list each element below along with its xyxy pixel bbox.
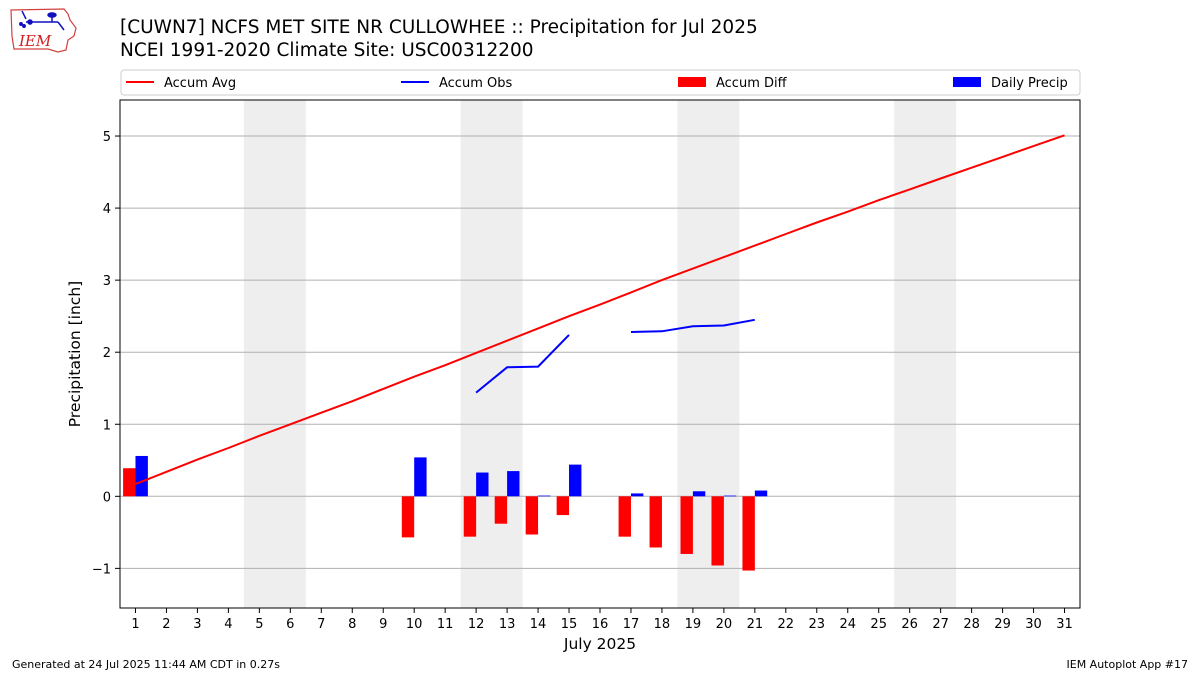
x-tick-label: 12 [468,617,485,632]
x-tick-label: 3 [193,617,201,632]
line-accum-obs [475,334,570,394]
x-tick-label: 9 [379,617,387,632]
x-tick-label: 6 [286,617,294,632]
bar-accum-diff [618,496,631,537]
x-tick-label: 2 [162,617,170,632]
bar-accum-diff [401,496,415,538]
bar-daily-precip [476,472,489,497]
x-tick-label: 23 [809,617,826,632]
y-tick-label: 1 [103,418,111,433]
bar-daily-precip [414,457,427,497]
legend-swatch-accum-diff [678,77,706,87]
app-label: IEM Autoplot App #17 [1066,658,1189,671]
x-axis-label: July 2025 [563,635,636,653]
bar-daily-precip [630,493,644,497]
x-tick-label: 20 [716,617,733,632]
legend-swatch-daily-precip [953,77,981,87]
iowa-state-outline [10,8,77,53]
logo-text: IEM [18,32,52,50]
x-tick-label: 25 [870,617,887,632]
x-tick-label: 28 [963,617,980,632]
y-tick-label: −1 [92,562,111,577]
x-tick-label: 15 [561,617,578,632]
bar-daily-precip [538,495,551,497]
legend-box [120,69,1081,96]
legend: Accum Avg Accum Obs Accum Diff Daily Precip [120,69,1081,96]
bar-accum-diff [742,496,755,571]
bar-daily-precip [569,464,582,497]
x-tick-label: 8 [348,617,356,632]
bar-daily-precip [507,471,520,497]
y-tick-label: 2 [103,346,111,361]
bar-accum-diff [525,496,539,535]
x-tick-label: 24 [839,617,856,632]
bar-accum-diff [556,496,570,516]
legend-label-daily-precip: Daily Precip [991,76,1068,91]
x-tick-label: 29 [994,617,1011,632]
chart-subtitle: NCEI 1991-2020 Climate Site: USC00312200 [120,40,534,61]
bar-daily-precip [754,490,768,497]
x-tick-label: 19 [685,617,702,632]
y-axis-label: Precipitation [inch] [66,281,84,427]
bar-daily-precip [723,495,737,497]
x-tick-label: 7 [317,617,325,632]
weekend-band [243,100,306,608]
y-tick-label: 4 [103,202,111,217]
y-tick-label: 3 [103,274,111,289]
line-accum-avg [135,134,1065,486]
generated-timestamp: Generated at 24 Jul 2025 11:44 AM CDT in… [12,658,280,671]
x-tick-label: 17 [623,617,640,632]
legend-label-accum-avg: Accum Avg [164,76,236,91]
bar-daily-precip [135,455,148,497]
x-tick-label: 30 [1025,617,1042,632]
x-tick-label: 27 [932,617,949,632]
x-tick-label: 5 [255,617,263,632]
bar-accum-diff [463,496,477,537]
bar-accum-diff [494,496,508,524]
x-tick-label: 16 [592,617,609,632]
x-tick-label: 11 [437,617,454,632]
x-tick-label: 22 [778,617,795,632]
legend-label-accum-diff: Accum Diff [716,76,788,91]
legend-label-accum-obs: Accum Obs [439,76,512,91]
x-tick-label: 4 [224,617,232,632]
bar-accum-diff [680,496,693,554]
chart-title: [CUWN7] NCFS MET SITE NR CULLOWHEE :: Pr… [120,17,758,38]
bar-accum-diff [711,496,724,566]
x-tick-label: 14 [530,617,547,632]
x-tick-label: 18 [654,617,671,632]
x-tick-label: 26 [901,617,918,632]
y-tick-label: 5 [103,130,111,145]
weather-station-icon [19,10,65,31]
x-tick-label: 1 [131,617,139,632]
x-tick-label: 31 [1056,617,1073,632]
x-tick-label: 10 [406,617,423,632]
x-tick-label: 21 [747,617,764,632]
bar-daily-precip [692,491,706,497]
y-tick-label: 0 [103,490,111,505]
bar-accum-diff [123,468,136,497]
iem-logo: IEM [10,8,77,53]
line-accum-obs [630,318,755,333]
x-tick-label: 13 [499,617,516,632]
bar-accum-diff [649,496,662,548]
